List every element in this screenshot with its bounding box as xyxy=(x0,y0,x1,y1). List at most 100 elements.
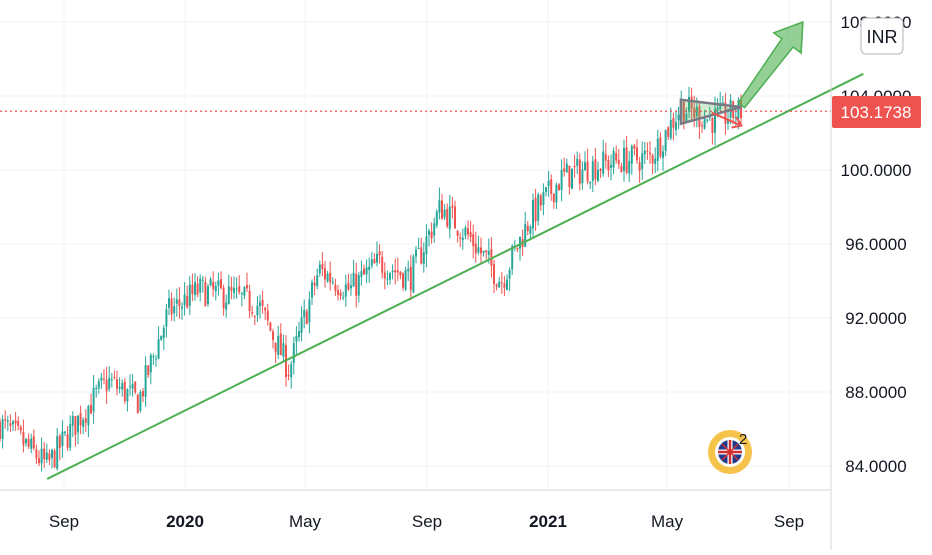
candle-body xyxy=(563,168,566,172)
candle-body xyxy=(441,200,443,220)
candle-body xyxy=(162,327,165,338)
candle-body xyxy=(526,225,529,232)
candle-body xyxy=(35,449,38,459)
candle-body xyxy=(79,412,82,426)
candle-body xyxy=(534,197,537,222)
candle-body xyxy=(477,247,480,253)
candle-body xyxy=(82,419,85,427)
candle-body xyxy=(152,356,155,358)
candle-body xyxy=(459,237,462,239)
candle-body xyxy=(532,199,534,229)
candle-body xyxy=(64,431,66,433)
candle-body xyxy=(123,381,126,402)
candle-body xyxy=(714,108,716,133)
candle-body xyxy=(425,236,428,255)
candle-body xyxy=(40,448,43,464)
candle-body xyxy=(711,117,714,133)
candle-body xyxy=(48,453,51,461)
candle-body xyxy=(597,169,599,182)
candle-body xyxy=(612,150,615,168)
candle-body xyxy=(721,102,724,104)
candle-body xyxy=(25,438,27,444)
candle-body xyxy=(454,206,456,229)
candle-body xyxy=(394,270,397,273)
candle-body xyxy=(77,415,79,433)
candle-body xyxy=(391,270,394,273)
candle-body xyxy=(342,297,345,299)
time-tick-label: Sep xyxy=(774,512,804,531)
candle-body xyxy=(238,286,241,293)
candle-body xyxy=(1,419,4,439)
breakdown-arrow-head xyxy=(731,116,744,129)
candle-body xyxy=(363,268,365,275)
candle-body xyxy=(573,165,576,168)
candle-body xyxy=(571,168,573,189)
logo-badge-number: 2 xyxy=(739,431,747,448)
candle-body xyxy=(407,268,410,272)
candle-body xyxy=(586,161,589,182)
candle-body xyxy=(214,285,217,292)
candle-body xyxy=(389,273,391,280)
time-tick-label: May xyxy=(651,512,684,531)
candle-body xyxy=(740,99,742,118)
candle-body xyxy=(253,316,256,318)
candle-body xyxy=(511,246,514,270)
candle-body xyxy=(456,230,459,236)
candle-body xyxy=(329,272,332,283)
candle-body xyxy=(300,317,303,333)
candle-body xyxy=(667,127,670,137)
candle-body xyxy=(625,147,628,173)
candle-body xyxy=(105,379,108,392)
candle-body xyxy=(446,208,449,227)
candle-body xyxy=(149,355,152,373)
candle-body xyxy=(399,271,402,276)
candle-body xyxy=(428,230,430,236)
candle-body xyxy=(485,250,488,253)
candle-body xyxy=(467,228,469,235)
candle-body xyxy=(409,266,412,291)
candle-body xyxy=(620,166,623,173)
time-tick-label: 2020 xyxy=(166,512,204,531)
candle-body xyxy=(256,305,259,316)
currency-label: INR xyxy=(867,27,898,47)
candle-body xyxy=(186,295,189,308)
candle-body xyxy=(53,450,56,468)
candle-body xyxy=(669,119,672,139)
candle-body xyxy=(282,343,285,357)
candle-body xyxy=(170,298,173,315)
annotations xyxy=(0,20,864,480)
candle-body xyxy=(51,449,53,458)
candle-body xyxy=(370,259,373,266)
candle-body xyxy=(430,231,433,239)
candle-body xyxy=(404,270,407,290)
candle-body xyxy=(498,281,501,288)
candle-body xyxy=(654,158,657,165)
candle-body xyxy=(547,180,550,187)
candle-body xyxy=(277,335,280,355)
candle-body xyxy=(591,161,594,182)
candle-body xyxy=(207,286,209,304)
candle-body xyxy=(303,309,306,318)
candle-body xyxy=(157,339,160,359)
candle-body xyxy=(589,181,592,184)
candle-body xyxy=(90,405,92,414)
candle-body xyxy=(4,419,7,421)
candle-body xyxy=(100,377,103,381)
time-axis[interactable]: Sep 2020 May Sep 2021 May Sep xyxy=(49,512,804,531)
candle-body xyxy=(383,272,386,279)
candle-body xyxy=(313,282,316,286)
currency-badge[interactable]: INR xyxy=(860,17,904,55)
candle-body xyxy=(482,250,485,253)
candle-body xyxy=(472,234,475,247)
candle-body xyxy=(435,211,438,226)
candle-body xyxy=(487,250,490,256)
candles xyxy=(0,86,742,472)
candle-body xyxy=(155,358,157,360)
candle-body xyxy=(633,145,636,149)
candle-body xyxy=(417,248,420,250)
breakout-arrow-shape xyxy=(737,20,804,109)
candle-body xyxy=(357,275,360,296)
candle-body xyxy=(248,290,251,312)
candle-body xyxy=(602,151,605,174)
